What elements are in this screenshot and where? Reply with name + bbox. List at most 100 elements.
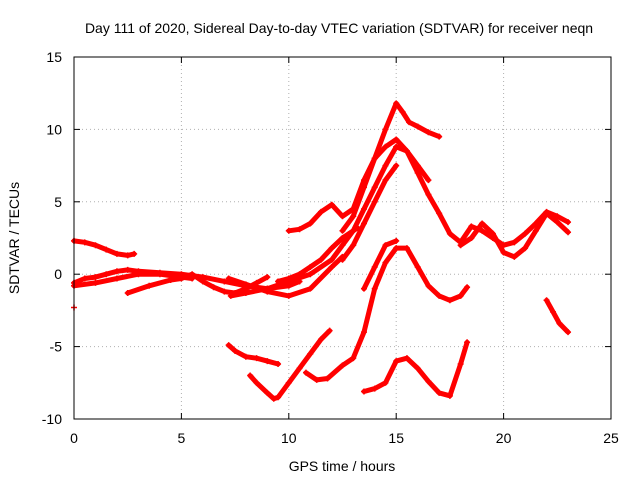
data-point xyxy=(565,329,572,336)
x-tick-label: 10 xyxy=(281,430,297,446)
data-point xyxy=(307,220,314,227)
data-point xyxy=(307,271,314,278)
data-point xyxy=(371,285,378,292)
data-point xyxy=(425,191,432,198)
series-line xyxy=(247,328,333,402)
data-point xyxy=(446,230,453,237)
series-arc-1 xyxy=(71,237,138,259)
x-tick-labels: 0 5 10 15 20 25 xyxy=(70,430,619,446)
data-point xyxy=(403,245,410,252)
series-arc-6 xyxy=(227,143,432,299)
data-point xyxy=(382,143,389,150)
data-point xyxy=(436,210,443,217)
data-point xyxy=(81,239,88,246)
data-point xyxy=(339,256,346,263)
data-point xyxy=(103,271,110,278)
data-point xyxy=(371,385,378,392)
data-point xyxy=(307,285,314,292)
data-point xyxy=(425,378,432,385)
data-point xyxy=(285,227,292,234)
data-point xyxy=(554,219,561,226)
data-point xyxy=(382,259,389,266)
data-point xyxy=(92,242,99,249)
data-point xyxy=(479,227,486,234)
data-point xyxy=(464,339,471,346)
data-point xyxy=(554,213,561,220)
data-point xyxy=(328,263,335,270)
data-point xyxy=(393,162,400,169)
data-point xyxy=(382,177,389,184)
data-point xyxy=(393,358,400,365)
data-point xyxy=(253,279,260,286)
series-line xyxy=(228,144,431,299)
data-point xyxy=(275,278,282,285)
data-point xyxy=(307,350,314,357)
data-point xyxy=(227,292,234,299)
data-point xyxy=(270,395,277,402)
axis-ticks xyxy=(73,56,612,420)
data-point xyxy=(307,263,314,270)
data-point xyxy=(296,365,303,372)
data-point xyxy=(414,123,421,130)
data-point xyxy=(457,360,464,367)
data-point xyxy=(399,109,406,116)
data-point xyxy=(124,290,131,297)
y-tick-label: 15 xyxy=(46,49,62,65)
series-arc-14 xyxy=(360,339,471,399)
data-point xyxy=(522,245,529,252)
data-point xyxy=(350,355,357,362)
data-point xyxy=(242,290,249,297)
data-point xyxy=(350,227,357,234)
data-series xyxy=(71,100,572,402)
data-point xyxy=(232,347,239,354)
data-point xyxy=(113,250,120,257)
data-point xyxy=(275,394,282,401)
data-point xyxy=(131,250,138,257)
data-point xyxy=(382,242,389,249)
data-point xyxy=(92,279,99,286)
data-point xyxy=(360,329,367,336)
series-arc-9 xyxy=(339,100,443,234)
data-point xyxy=(167,276,174,283)
data-point xyxy=(403,148,410,155)
data-point xyxy=(124,252,131,259)
data-point xyxy=(393,245,400,252)
data-point xyxy=(113,268,120,275)
series-arc-15 xyxy=(360,237,400,292)
y-axis-label: SDTVAR / TECUs xyxy=(6,182,22,294)
plot-frame xyxy=(73,56,612,420)
data-point xyxy=(318,336,325,343)
series-arc-12 xyxy=(247,327,333,402)
x-tick-label: 20 xyxy=(496,430,512,446)
data-point xyxy=(382,126,389,133)
series-arc-7 xyxy=(275,224,361,285)
data-point xyxy=(324,375,331,382)
series-line xyxy=(544,297,571,335)
data-point xyxy=(313,376,320,383)
data-point xyxy=(225,275,232,282)
data-point xyxy=(414,263,421,270)
series-line xyxy=(361,238,399,292)
data-point xyxy=(264,389,271,396)
data-point xyxy=(436,292,443,299)
data-point xyxy=(328,201,335,208)
data-point xyxy=(221,288,228,295)
data-point xyxy=(264,358,271,365)
data-point xyxy=(414,365,421,372)
data-point xyxy=(556,320,563,327)
data-point xyxy=(275,360,282,367)
series-arc-11 xyxy=(225,342,282,367)
data-point xyxy=(565,229,572,236)
data-point xyxy=(425,129,432,136)
data-point xyxy=(225,342,232,349)
data-point xyxy=(393,100,400,107)
series-line xyxy=(226,342,281,367)
data-point xyxy=(92,274,99,281)
data-point xyxy=(457,242,464,249)
data-point xyxy=(457,292,464,299)
data-point xyxy=(326,327,333,334)
y-tick-labels: -10 -5 0 5 10 15 xyxy=(42,49,62,427)
data-point xyxy=(532,227,539,234)
data-point xyxy=(210,284,217,291)
